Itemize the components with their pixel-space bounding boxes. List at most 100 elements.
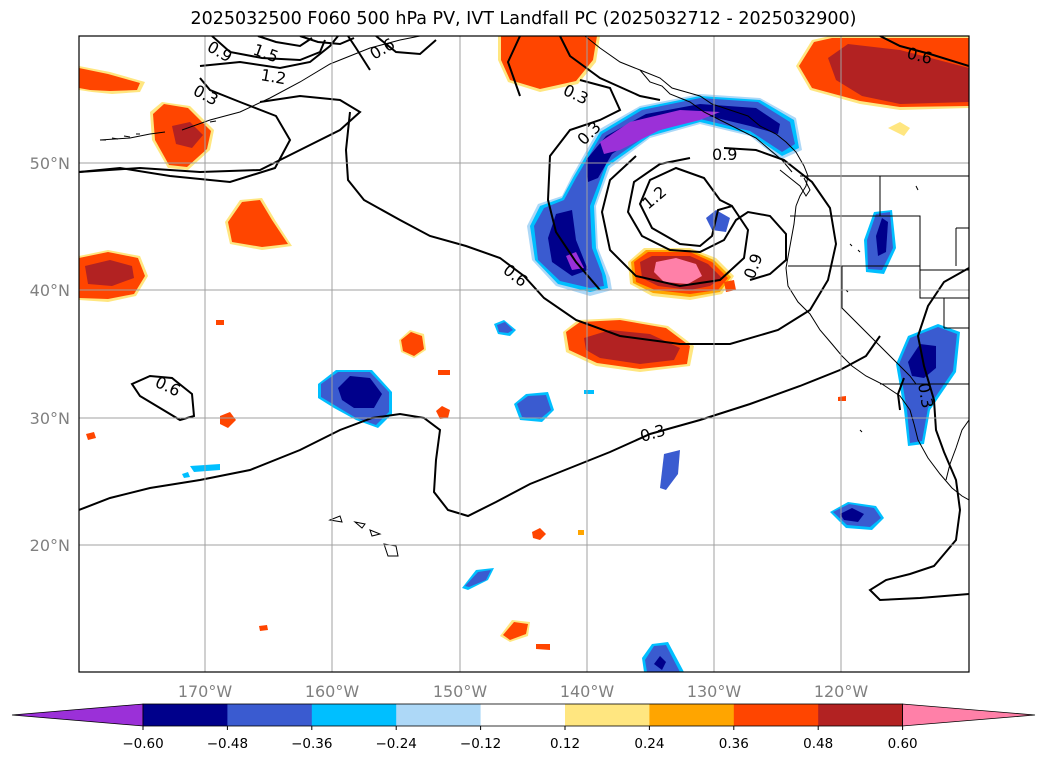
contour-line	[257, 36, 313, 48]
positive-anomaly-region	[578, 530, 584, 535]
border	[955, 227, 969, 266]
lon-tick-160w: 160°W	[305, 682, 360, 701]
colorbar-tick-label: −0.36	[291, 736, 332, 752]
colorbar-tick-label: 0.60	[888, 736, 918, 752]
lat-tick-50n: 50°N	[30, 154, 70, 173]
colorbar-segment	[396, 704, 482, 726]
map-title: 2025032500 F060 500 hPa PV, IVT Landfall…	[190, 9, 857, 29]
border	[841, 266, 969, 385]
positive-anomaly-region	[584, 330, 680, 364]
positive-anomaly-region	[828, 44, 969, 104]
contour-line	[375, 36, 437, 56]
colorbar-tick-label: −0.48	[207, 736, 248, 752]
positive-anomaly-region	[216, 320, 224, 325]
coastline	[785, 205, 915, 425]
positive-anomaly-region	[536, 644, 550, 650]
colorbar-segment	[227, 704, 313, 726]
island	[328, 515, 399, 557]
positive-anomaly-region	[724, 280, 736, 292]
colorbar-segment	[565, 704, 650, 726]
contour-line	[79, 94, 362, 174]
positive-anomaly-region	[172, 122, 203, 148]
colorbar-segment	[649, 704, 735, 726]
coastline	[584, 36, 809, 207]
colorbar-segment	[311, 704, 397, 726]
coastlines	[99, 36, 969, 557]
colorbar-segment	[143, 704, 228, 726]
positive-anomaly-region	[401, 332, 424, 356]
negative-anomaly-region	[465, 570, 491, 587]
positive-anomaly-region	[501, 36, 597, 89]
negative-anomaly-region	[654, 656, 666, 670]
colorbar-tick-label: −0.60	[122, 736, 163, 752]
positive-anomaly-region	[888, 122, 910, 136]
positive-anomaly-region	[436, 406, 450, 419]
coastline	[913, 423, 969, 501]
negative-anomaly-region	[517, 395, 551, 419]
negative-anomaly-region	[660, 450, 680, 490]
lon-tick-120w: 120°W	[814, 682, 869, 701]
contour-label: 1.2	[259, 65, 287, 88]
negative-anomaly-region	[706, 210, 730, 232]
contour-line	[559, 36, 661, 101]
contour-line	[199, 36, 339, 70]
border	[879, 176, 969, 271]
lat-tick-labels: 50°N 40°N 30°N 20°N	[30, 154, 70, 555]
positive-anomaly-region	[259, 625, 268, 631]
pv-anomaly-shading	[79, 36, 969, 672]
contour-line	[79, 335, 881, 518]
coastline	[181, 36, 421, 131]
contour-line	[896, 377, 905, 411]
coastline	[779, 169, 811, 197]
map-frame	[78, 35, 970, 673]
contour-line	[299, 36, 355, 46]
colorbar-tick-label: 0.48	[803, 736, 833, 752]
positive-anomaly-region	[654, 258, 702, 284]
colorbar-tick-label: 0.12	[550, 736, 580, 752]
positive-anomaly-region	[220, 412, 236, 428]
coastline	[639, 69, 793, 173]
pv-contours	[79, 36, 969, 602]
colorbar-segment	[733, 704, 819, 726]
contour-line	[879, 36, 969, 67]
island	[100, 120, 217, 141]
colorbar-extend-min	[11, 703, 144, 727]
graticule	[79, 36, 969, 672]
positive-anomaly-region	[532, 528, 546, 540]
contour-label: 0.3	[914, 381, 937, 409]
contour-line	[344, 111, 838, 345]
negative-anomaly-region	[840, 508, 864, 522]
lon-tick-170w: 170°W	[178, 682, 233, 701]
contour-line	[626, 157, 787, 281]
contour-line	[506, 36, 622, 291]
positive-anomaly-region	[79, 68, 140, 91]
negative-anomaly-region	[600, 110, 720, 154]
colorbar-tick-label: −0.24	[376, 736, 417, 752]
negative-anomaly-region	[876, 218, 888, 256]
map-background	[79, 36, 969, 672]
positive-anomaly-region	[86, 432, 96, 440]
contour-line	[211, 36, 326, 62]
negative-anomaly-region	[182, 472, 190, 478]
contour-line	[79, 77, 292, 184]
colorbar: −0.60 −0.48 −0.36 −0.24 −0.12 0.12 0.24 0.36 0.4…	[11, 703, 1036, 752]
colorbar-outline	[142, 703, 903, 727]
negative-anomaly-region	[497, 322, 513, 333]
coastline	[945, 419, 969, 481]
contour-line	[130, 374, 196, 422]
positive-anomaly-region	[503, 622, 528, 640]
positive-anomaly-region	[85, 260, 134, 286]
contour-line	[600, 155, 750, 288]
colorbar-segment	[818, 704, 904, 726]
colorbar-segment	[480, 704, 566, 726]
lat-tick-40n: 40°N	[30, 281, 70, 300]
positive-anomaly-region	[228, 200, 288, 247]
positive-anomaly-region	[438, 370, 450, 375]
colorbar-tick-label: 0.24	[634, 736, 664, 752]
colorbar-extend-max	[902, 703, 1036, 727]
positive-anomaly-region	[838, 396, 846, 401]
colorbar-tick-label: −0.12	[460, 736, 501, 752]
lon-tick-150w: 150°W	[433, 682, 488, 701]
negative-anomaly-region	[584, 390, 594, 394]
